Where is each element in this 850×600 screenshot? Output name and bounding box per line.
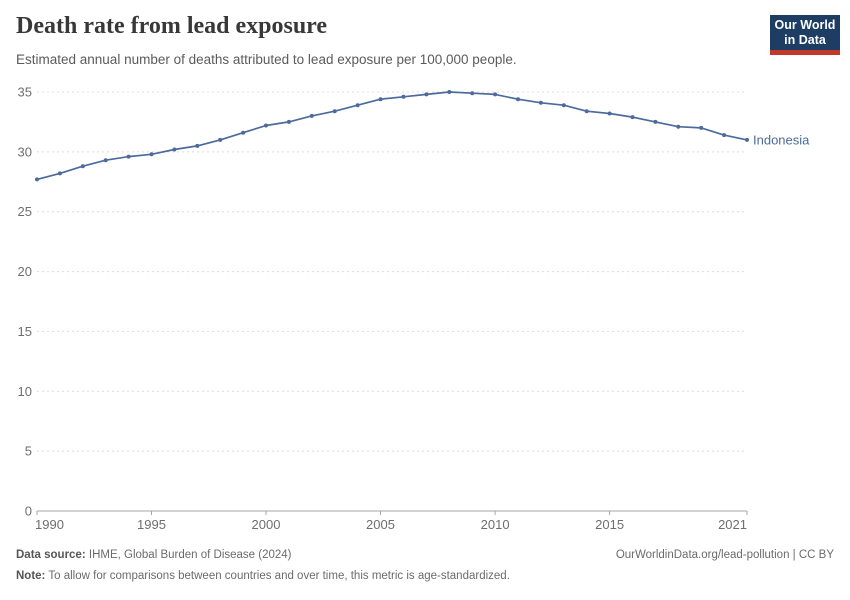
- data-point: [607, 111, 612, 116]
- x-tick-label: 1990: [35, 517, 64, 532]
- data-point: [493, 92, 498, 97]
- data-source-line: Data source: IHME, Global Burden of Dise…: [16, 545, 292, 566]
- data-point: [149, 152, 154, 157]
- owid-logo-line1: Our World: [774, 18, 836, 32]
- data-point: [355, 103, 360, 108]
- y-tick-label: 20: [18, 264, 32, 279]
- data-point: [241, 130, 246, 135]
- x-tick-label: 2015: [595, 517, 624, 532]
- data-point: [584, 109, 589, 114]
- data-point: [470, 91, 475, 96]
- data-source-text: IHME, Global Burden of Disease (2024): [88, 549, 292, 561]
- y-tick-label: 10: [18, 384, 32, 399]
- series-line: [36, 91, 748, 181]
- data-point: [286, 119, 291, 124]
- data-point: [447, 90, 452, 94]
- y-tick-label: 0: [25, 504, 32, 519]
- data-point: [80, 164, 85, 169]
- data-point: [630, 115, 635, 120]
- x-tick-label: 2000: [252, 517, 281, 532]
- data-point: [264, 123, 268, 128]
- data-point: [218, 137, 223, 142]
- data-point: [126, 154, 131, 159]
- data-point: [35, 177, 39, 182]
- page-title: Death rate from lead exposure: [16, 13, 328, 39]
- data-source-label: Data source:: [16, 549, 86, 561]
- y-tick-label: 15: [18, 324, 32, 339]
- note-label: Note:: [16, 570, 46, 582]
- data-point: [424, 92, 429, 97]
- data-point: [309, 113, 314, 118]
- data-point: [57, 171, 62, 176]
- data-point: [561, 103, 566, 108]
- note-text: To allow for comparisons between countri…: [48, 570, 510, 582]
- chart-footer: Data source: IHME, Global Burden of Dise…: [16, 545, 834, 587]
- data-point: [676, 124, 681, 129]
- owid-logo-line2: in Data: [784, 33, 826, 47]
- data-point: [538, 100, 543, 105]
- x-tick-label: 2010: [481, 517, 510, 532]
- data-point: [699, 125, 704, 130]
- data-point: [722, 133, 727, 138]
- y-tick-label: 25: [18, 204, 32, 219]
- x-tick-label: 1995: [137, 517, 166, 532]
- series-indonesia[interactable]: [35, 90, 749, 182]
- credit-link[interactable]: OurWorldinData.org/lead-pollution | CC B…: [615, 549, 834, 561]
- y-tick-label: 35: [18, 85, 32, 100]
- data-point: [172, 147, 177, 152]
- data-point: [332, 109, 337, 114]
- owid-logo[interactable]: Our World in Data: [770, 15, 840, 55]
- data-point: [516, 97, 520, 102]
- data-point: [378, 97, 383, 102]
- data-point: [103, 158, 108, 163]
- data-point: [195, 143, 200, 148]
- y-tick-label: 5: [25, 444, 32, 459]
- data-point: [401, 94, 406, 99]
- note-line: Note: To allow for comparisons between c…: [16, 566, 834, 587]
- data-point: [745, 137, 749, 142]
- y-tick-label: 30: [18, 144, 32, 159]
- chart-subtitle: Estimated annual number of deaths attrib…: [16, 52, 517, 67]
- series-entity-label[interactable]: Indonesia: [753, 132, 810, 147]
- x-tick-label: 2005: [366, 517, 395, 532]
- data-point: [653, 119, 658, 124]
- x-tick-label: 2021: [718, 517, 747, 532]
